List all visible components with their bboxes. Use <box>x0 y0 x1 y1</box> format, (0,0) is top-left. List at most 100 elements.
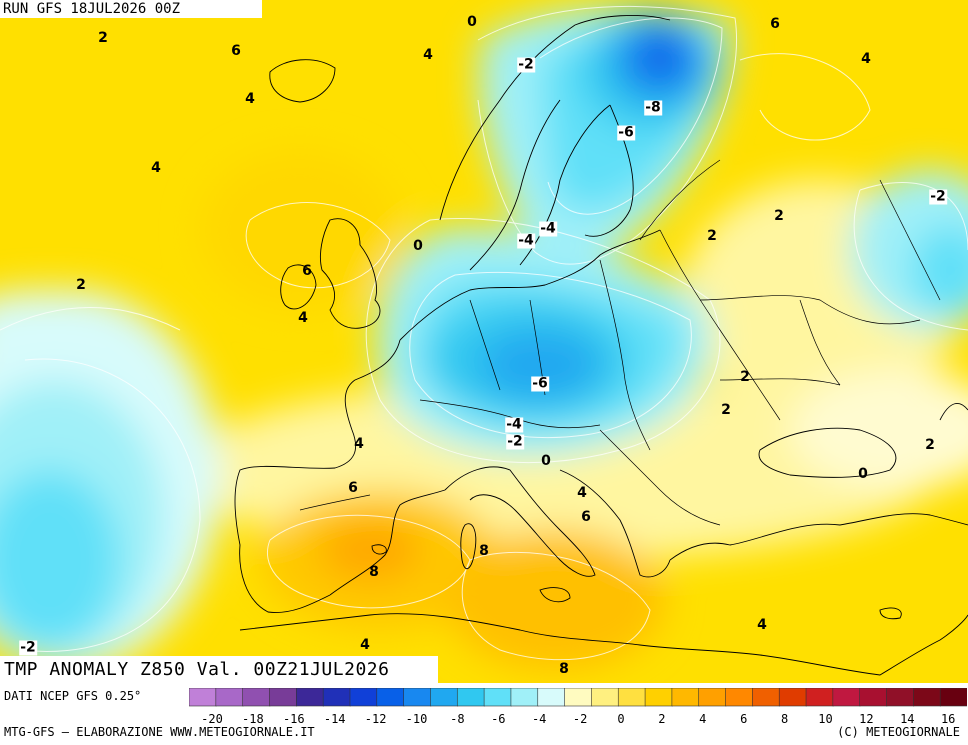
map-title: TMP ANOMALY Z850 Val. 00Z21JUL2026 <box>0 656 438 683</box>
contour-label: 2 <box>721 402 731 418</box>
color-scale-cell <box>537 687 566 707</box>
color-scale-bar <box>188 687 968 707</box>
color-scale-cell <box>859 687 888 707</box>
contour-label: -6 <box>531 375 549 392</box>
credit-right: (C) METEOGIORNALE <box>837 725 960 739</box>
contour-label: 2 <box>98 30 108 46</box>
color-scale-cell <box>939 687 968 707</box>
color-scale-cell <box>242 687 271 707</box>
color-scale-tick-label: 14 <box>900 712 915 726</box>
color-scale-tick-label: 2 <box>658 712 666 726</box>
contour-label: 4 <box>245 91 255 107</box>
contour-label: 4 <box>423 47 433 63</box>
color-scale-cell <box>188 687 217 707</box>
contour-label: -2 <box>929 188 947 205</box>
color-scale-tick-label: -16 <box>282 712 305 726</box>
color-scale-cell <box>456 687 485 707</box>
contour-label: -2 <box>19 639 37 656</box>
contour-label: -2 <box>517 56 535 73</box>
contour-label: 6 <box>581 509 591 525</box>
color-scale-cell <box>805 687 834 707</box>
color-scale-cell <box>349 687 378 707</box>
contour-label: -4 <box>505 416 523 433</box>
color-scale-cell <box>778 687 807 707</box>
contour-label: 4 <box>577 485 587 501</box>
contour-label: 2 <box>774 208 784 224</box>
contour-label: 4 <box>298 310 308 326</box>
contour-label: 8 <box>369 564 379 580</box>
anomaly-field <box>0 6 968 670</box>
color-scale-tick-label: 4 <box>699 712 707 726</box>
anomaly-map <box>0 0 968 683</box>
color-scale-tick-label: 6 <box>740 712 748 726</box>
contour-label: 4 <box>861 51 871 67</box>
color-scale-cell <box>591 687 620 707</box>
contour-label: 0 <box>413 238 423 254</box>
color-scale: -20-18-16-14-12-10-8-6-4-202468101214162… <box>188 687 968 726</box>
contour-label: -6 <box>617 124 635 141</box>
color-scale-cell <box>671 687 700 707</box>
contour-label: 6 <box>231 43 241 59</box>
data-source: DATI NCEP GFS 0.25° <box>4 689 142 703</box>
contour-label: 4 <box>354 436 364 452</box>
color-scale-cell <box>483 687 512 707</box>
color-scale-cell <box>215 687 244 707</box>
contour-label: -8 <box>644 99 662 116</box>
contour-label: 4 <box>360 637 370 653</box>
color-scale-cell <box>886 687 915 707</box>
color-scale-tick-label: -2 <box>572 712 588 726</box>
color-scale-cell <box>564 687 593 707</box>
color-scale-tick-label: -14 <box>323 712 346 726</box>
color-scale-cell <box>644 687 673 707</box>
map-canvas <box>0 0 968 683</box>
color-scale-cell <box>403 687 432 707</box>
color-scale-tick-label: -18 <box>242 712 264 726</box>
color-scale-tick-label: -20 <box>201 712 223 726</box>
contour-label: 4 <box>757 617 767 633</box>
run-info: RUN GFS 18JUL2026 00Z <box>0 0 262 18</box>
color-scale-cell <box>617 687 646 707</box>
color-scale-cell <box>376 687 405 707</box>
contour-label: -4 <box>517 232 535 249</box>
color-scale-cell <box>913 687 941 707</box>
contour-label: 4 <box>151 160 161 176</box>
isotherm-lines <box>0 5 968 661</box>
contour-label: 0 <box>858 466 868 482</box>
color-scale-tick-label: -8 <box>450 712 465 726</box>
color-scale-tick-label: 10 <box>818 712 833 726</box>
country-borders <box>299 159 941 526</box>
color-scale-tick-label: 12 <box>859 712 874 726</box>
contour-label: 6 <box>348 480 358 496</box>
contour-label: 2 <box>925 437 935 453</box>
color-scale-cell <box>752 687 781 707</box>
contour-label: 8 <box>479 543 489 559</box>
contour-label: -2 <box>506 433 524 450</box>
contour-label: 0 <box>541 453 551 469</box>
contour-label: -4 <box>539 220 557 237</box>
color-scale-cell <box>322 687 351 707</box>
color-scale-cell <box>269 687 298 707</box>
contour-label: 2 <box>740 369 750 385</box>
color-scale-tick-label: -4 <box>531 712 547 726</box>
color-scale-cell <box>430 687 459 707</box>
color-scale-tick-label: 16 <box>940 712 956 726</box>
color-scale-tick-label: 0 <box>617 712 625 726</box>
contour-label: 6 <box>770 16 780 32</box>
contour-label: 8 <box>559 661 569 677</box>
contour-label: 0 <box>467 14 477 30</box>
color-scale-tick-label: -10 <box>405 712 428 726</box>
color-scale-cell <box>510 687 539 707</box>
color-scale-tick-label: -12 <box>364 712 387 726</box>
contour-label: 2 <box>76 277 86 293</box>
color-scale-cell <box>725 687 754 707</box>
color-scale-cell <box>296 687 324 707</box>
color-scale-cell <box>832 687 861 707</box>
color-scale-cell <box>698 687 727 707</box>
contour-label: 6 <box>302 263 312 279</box>
footer: DATI NCEP GFS 0.25° -20 -18 -16 -14 -12 -10 -8… <box>0 683 968 745</box>
color-scale-tick-label: 8 <box>780 712 789 726</box>
color-scale-tick-label: -6 <box>491 712 506 726</box>
credit-left: MTG-GFS – ELABORAZIONE WWW.METEOGIORNALE… <box>4 725 315 739</box>
coastlines <box>234 14 968 676</box>
contour-label: 2 <box>707 228 717 244</box>
